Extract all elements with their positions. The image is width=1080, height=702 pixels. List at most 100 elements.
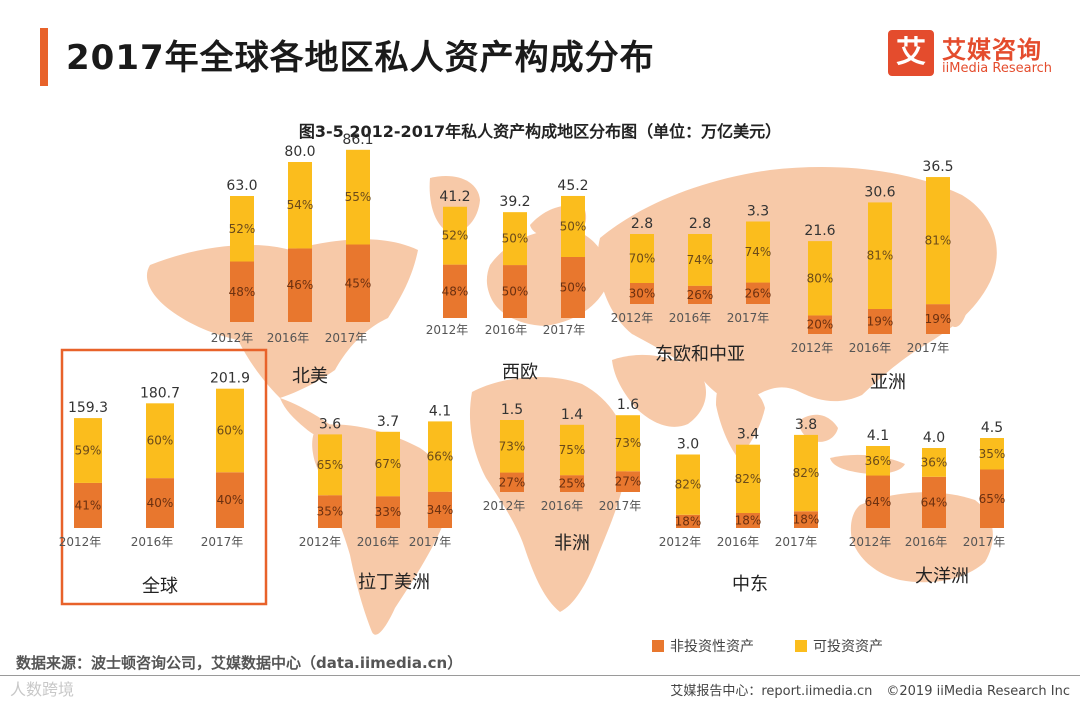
- bar-non-investable: [503, 265, 527, 318]
- bar-total-label: 3.0: [677, 437, 699, 453]
- bar-investable: [746, 221, 770, 283]
- chart-legend: 非投资性资产 可投资资产: [652, 639, 883, 655]
- bar-total-label: 180.7: [140, 385, 180, 401]
- year-tick-label: 2017年: [543, 323, 586, 337]
- bar-investable: [676, 454, 700, 515]
- bar-non-investable: [428, 491, 452, 528]
- bar-investable: [376, 431, 400, 497]
- non-investable-pct-label: 18%: [793, 513, 820, 527]
- year-tick-label: 2017年: [201, 535, 244, 549]
- investable-pct-label: 82%: [675, 478, 702, 492]
- non-investable-pct-label: 65%: [979, 492, 1006, 506]
- non-investable-pct-label: 41%: [75, 498, 102, 512]
- bar-non-investable: [376, 496, 400, 528]
- bar-investable: [216, 388, 244, 473]
- non-investable-pct-label: 48%: [442, 284, 469, 298]
- investable-pct-label: 60%: [147, 434, 174, 448]
- map-greenland: [429, 176, 480, 233]
- investable-pct-label: 52%: [229, 222, 256, 236]
- bar-investable: [630, 234, 654, 283]
- map-africa: [469, 377, 629, 612]
- non-investable-pct-label: 40%: [217, 493, 244, 507]
- year-tick-label: 2016年: [267, 331, 310, 345]
- bar-non-investable: [560, 475, 584, 492]
- brand-logo: 艾 艾媒咨询 iiMedia Research: [888, 30, 1058, 82]
- region-group: 63.0 52% 48% 2012年 80.0 54% 46% 2016年 86.1 55% 45%…: [211, 132, 374, 345]
- bar-non-investable: [866, 475, 890, 528]
- bar-total-label: 1.5: [501, 402, 523, 418]
- investable-pct-label: 82%: [735, 472, 762, 486]
- map-asia: [597, 167, 997, 402]
- bar-investable: [318, 434, 342, 496]
- copyright: ©2019 iiMedia Research Inc: [886, 684, 1070, 699]
- non-investable-pct-label: 46%: [287, 278, 314, 292]
- non-investable-pct-label: 25%: [559, 477, 586, 491]
- bar-total-label: 80.0: [284, 144, 315, 160]
- bar-investable: [74, 418, 102, 483]
- year-tick-label: 2016年: [669, 311, 712, 325]
- bar-total-label: 3.6: [319, 416, 341, 432]
- bar-investable: [500, 420, 524, 473]
- bar-non-investable: [736, 513, 760, 528]
- year-tick-label: 2017年: [775, 535, 818, 549]
- bar-investable: [688, 234, 712, 286]
- year-tick-label: 2012年: [426, 323, 469, 337]
- bar-non-investable: [922, 476, 946, 528]
- investable-pct-label: 81%: [867, 249, 894, 263]
- footer: 艾媒报告中心：report.iimedia.cn ©2019 iiMedia Re…: [670, 680, 1070, 699]
- year-tick-label: 2012年: [659, 535, 702, 549]
- legend-swatch-investable: [795, 640, 807, 652]
- region-label: 非洲: [554, 533, 590, 554]
- investable-pct-label: 50%: [502, 232, 529, 246]
- bar-total-label: 3.7: [377, 414, 399, 430]
- non-investable-pct-label: 45%: [345, 276, 372, 290]
- bar-total-label: 2.8: [631, 216, 653, 232]
- data-source: 数据来源：波士顿咨询公司，艾媒数据中心（data.iimedia.cn）: [16, 654, 463, 672]
- investable-pct-label: 82%: [793, 466, 820, 480]
- bar-total-label: 4.1: [429, 403, 451, 419]
- bar-non-investable: [630, 283, 654, 304]
- bar-total-label: 1.4: [561, 407, 583, 423]
- non-investable-pct-label: 64%: [865, 495, 892, 509]
- year-tick-label: 2012年: [849, 535, 892, 549]
- non-investable-pct-label: 35%: [317, 505, 344, 519]
- year-tick-label: 2016年: [131, 535, 174, 549]
- non-investable-pct-label: 27%: [499, 475, 526, 489]
- investable-pct-label: 80%: [807, 271, 834, 285]
- logo-english: iiMedia Research: [942, 61, 1053, 76]
- year-tick-label: 2012年: [611, 311, 654, 325]
- region-group: 4.1 36% 64% 2012年 4.0 36% 64% 2016年 4.5 35% 65% 201…: [849, 420, 1006, 549]
- year-tick-label: 2016年: [849, 341, 892, 355]
- non-investable-pct-label: 33%: [375, 505, 402, 519]
- bar-non-investable: [146, 478, 174, 528]
- bar-non-investable: [74, 482, 102, 528]
- bar-investable: [561, 195, 585, 257]
- investable-pct-label: 65%: [317, 458, 344, 472]
- bar-investable: [794, 434, 818, 512]
- investable-pct-label: 73%: [615, 436, 642, 450]
- investable-pct-label: 73%: [499, 439, 526, 453]
- bar-non-investable: [443, 264, 467, 318]
- watermark: 人数跨境: [10, 680, 75, 699]
- region-group: 3.6 65% 35% 2012年 3.7 67% 33% 2016年 4.1 66% 34% 201…: [299, 403, 454, 549]
- report-center-link[interactable]: 艾媒报告中心：report.iimedia.cn: [670, 684, 873, 699]
- year-tick-label: 2016年: [541, 499, 584, 513]
- bar-non-investable: [616, 471, 640, 492]
- year-tick-label: 2016年: [717, 535, 760, 549]
- logo-glyph: 艾: [888, 30, 934, 76]
- bar-total-label: 63.0: [226, 178, 257, 194]
- investable-pct-label: 70%: [629, 252, 656, 266]
- non-investable-pct-label: 40%: [147, 496, 174, 510]
- map-north-america: [146, 239, 418, 398]
- bar-non-investable: [808, 315, 832, 334]
- bar-total-label: 1.6: [617, 397, 639, 413]
- non-investable-pct-label: 19%: [867, 314, 894, 328]
- bar-total-label: 4.1: [867, 428, 889, 444]
- bar-investable: [428, 421, 452, 492]
- bar-investable: [288, 162, 312, 249]
- investable-pct-label: 50%: [560, 219, 587, 233]
- legend-label-investable: 可投资资产: [813, 639, 883, 655]
- bar-non-investable: [230, 261, 254, 322]
